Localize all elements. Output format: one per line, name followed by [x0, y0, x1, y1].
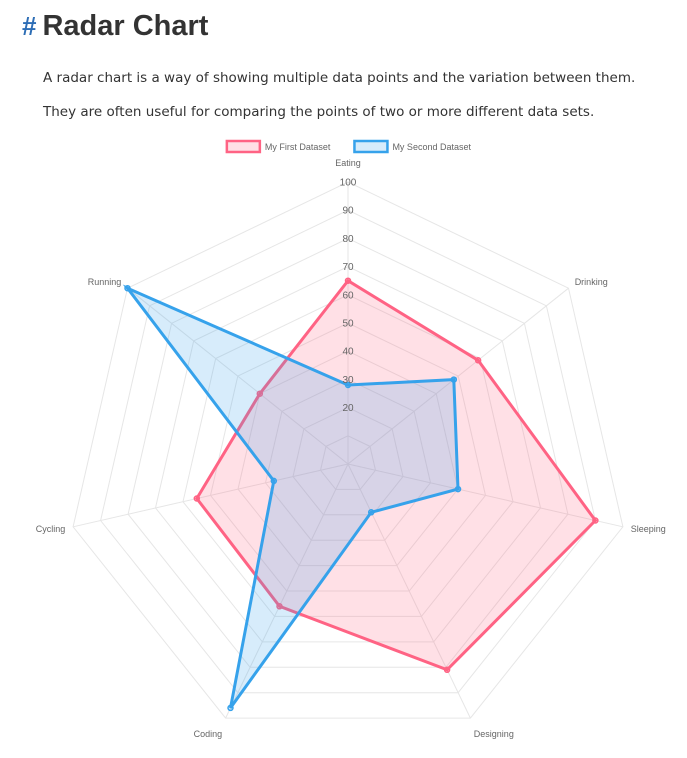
data-point[interactable] — [276, 603, 283, 610]
grid-ring — [127, 237, 569, 668]
data-point[interactable] — [270, 477, 278, 485]
category-label: Coding — [194, 729, 223, 739]
legend-swatch — [353, 139, 389, 154]
category-label: Cycling — [36, 524, 66, 534]
legend-item-1[interactable]: My First Dataset — [225, 139, 331, 154]
chart-legend[interactable]: My First Dataset My Second Dataset — [225, 139, 472, 154]
grid-spoke — [225, 463, 349, 719]
grid-spoke — [347, 463, 471, 719]
grid-ring — [319, 435, 377, 490]
grid-ring — [264, 378, 432, 541]
data-point[interactable] — [256, 390, 264, 397]
data-point[interactable] — [124, 284, 131, 292]
radial-tick-label: 100 — [340, 178, 357, 189]
data-point[interactable] — [450, 376, 458, 383]
grid-ring — [182, 294, 514, 617]
category-label: Drinking — [575, 277, 608, 287]
radar-spokes — [72, 182, 624, 719]
radial-tick-label: 60 — [342, 290, 354, 301]
intro-paragraph-2: They are often useful for comparing the … — [43, 104, 595, 120]
category-label: Designing — [474, 729, 514, 739]
radial-tick-label: 90 — [342, 206, 354, 217]
category-label: Eating — [335, 158, 361, 168]
data-point[interactable] — [344, 277, 352, 284]
category-labels: Eating Drinking Sleeping Designing Coding Cyc… — [36, 158, 666, 739]
intro-paragraph-1: A radar chart is a way of showing multip… — [43, 70, 636, 86]
data-point[interactable] — [193, 495, 201, 502]
radial-tick-labels: 20 30 40 50 60 70 80 90 100 — [340, 178, 357, 415]
grid-spoke — [72, 463, 349, 528]
data-point[interactable] — [367, 509, 375, 516]
radial-tick-label: 70 — [342, 262, 354, 273]
page-title: # Radar Chart — [22, 6, 208, 46]
radial-tick-label: 20 — [342, 403, 354, 414]
data-point[interactable] — [592, 517, 599, 524]
radial-tick-label: 40 — [342, 347, 354, 358]
radial-tick-label: 30 — [342, 375, 354, 386]
legend-label: My Second Dataset — [392, 142, 471, 152]
grid-ring — [237, 350, 459, 567]
grid-ring — [292, 407, 404, 516]
data-point[interactable] — [454, 485, 462, 493]
radial-tick-label: 50 — [342, 319, 354, 330]
legend-swatch — [225, 139, 262, 154]
anchor-hash-link[interactable]: # — [22, 11, 37, 41]
series-area[interactable] — [194, 278, 598, 672]
category-label: Sleeping — [631, 524, 666, 534]
grid-ring — [100, 209, 596, 694]
legend-item-2[interactable]: My Second Dataset — [353, 139, 471, 154]
grid-ring — [72, 181, 624, 719]
data-point[interactable] — [227, 704, 234, 712]
grid-ring — [209, 322, 487, 592]
data-point[interactable] — [474, 357, 482, 364]
radar-series[interactable] — [122, 277, 599, 712]
legend-label: My First Dataset — [265, 142, 331, 152]
series-1[interactable] — [193, 277, 599, 674]
grid-spoke — [347, 463, 624, 528]
grid-spoke — [127, 287, 349, 465]
grid-spoke — [347, 287, 569, 465]
category-label: Running — [88, 277, 122, 287]
data-point[interactable] — [344, 381, 352, 389]
radial-tick-label: 80 — [342, 234, 354, 245]
data-point[interactable] — [443, 666, 451, 674]
page-title-text: Radar Chart — [42, 10, 209, 42]
series-2[interactable] — [122, 284, 462, 712]
series-area[interactable] — [122, 284, 460, 709]
